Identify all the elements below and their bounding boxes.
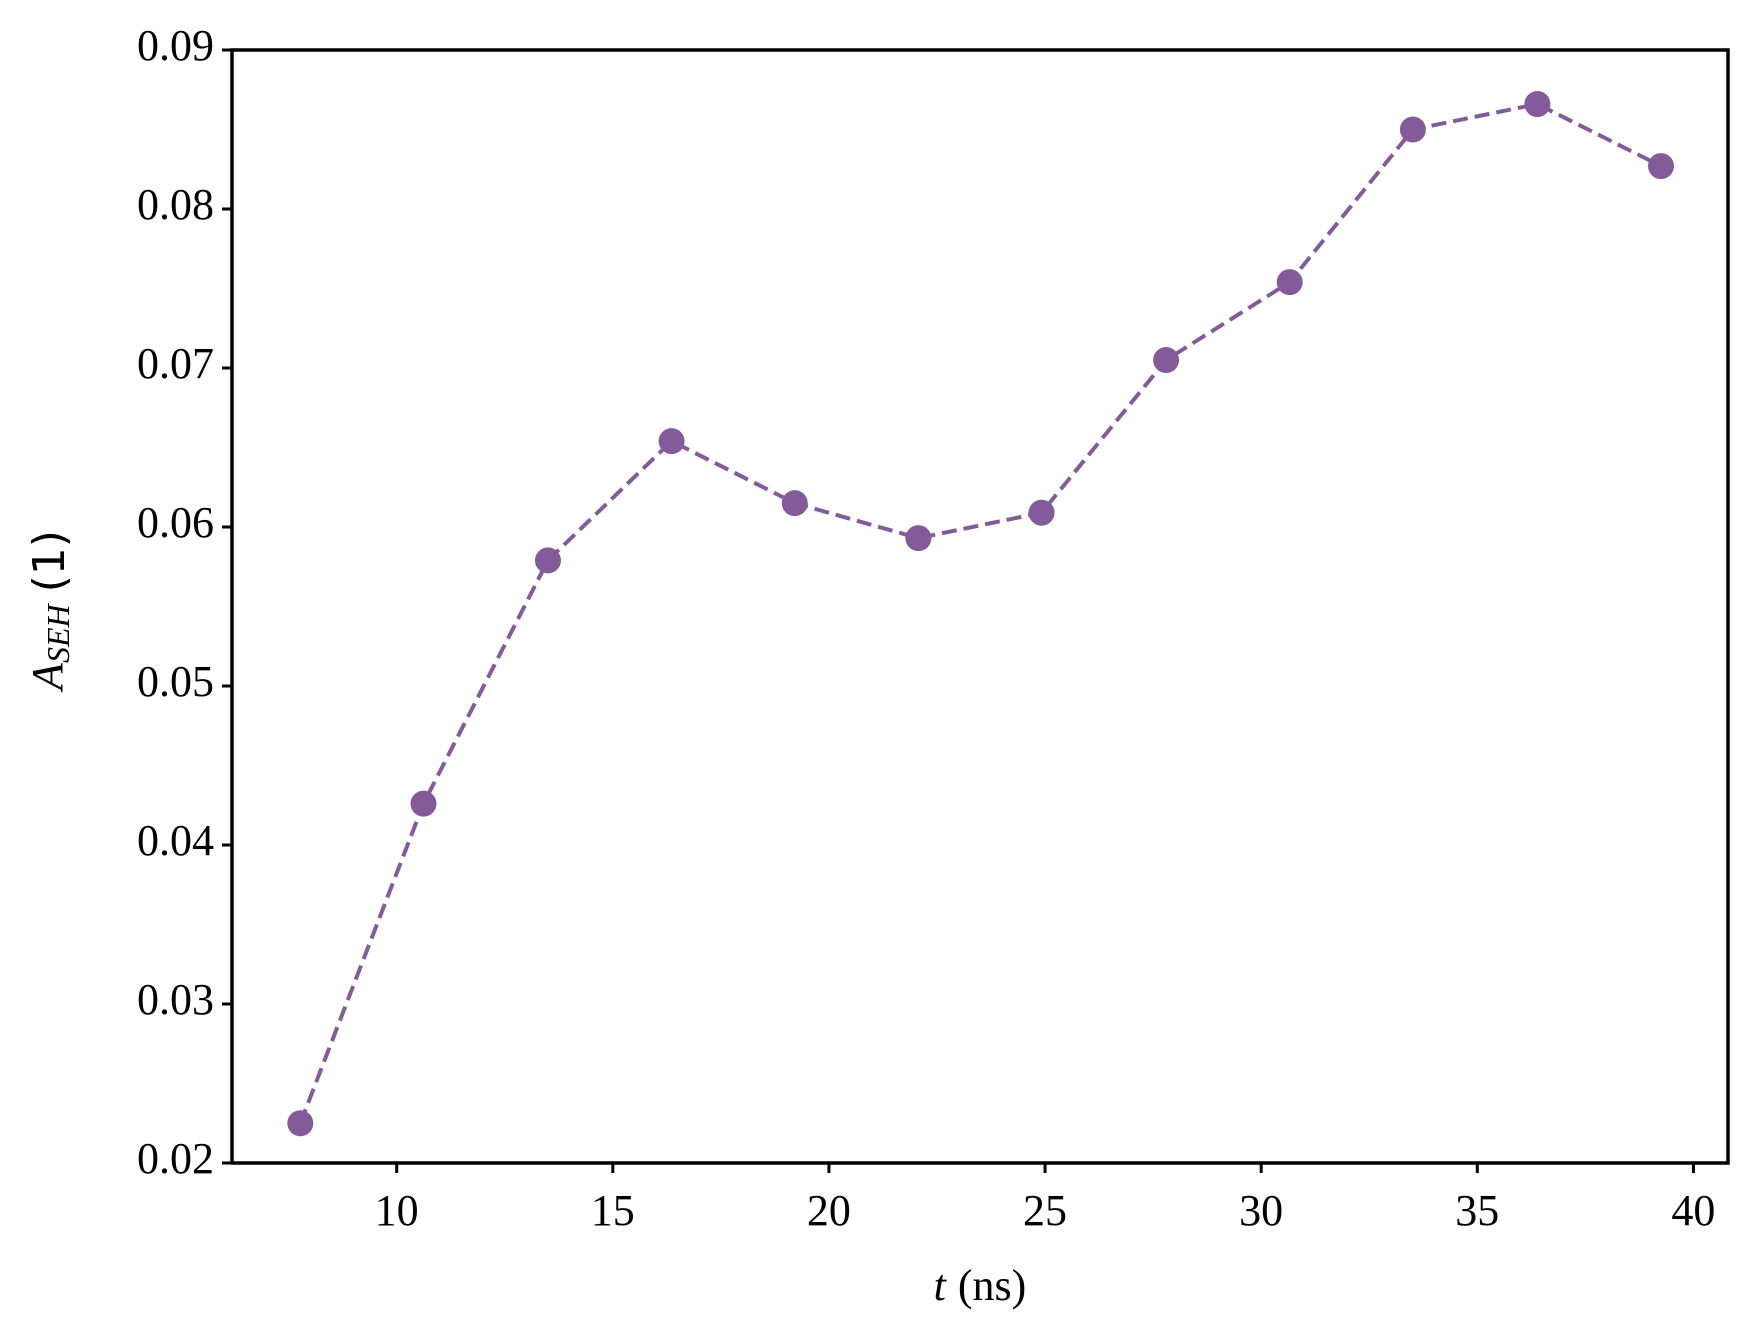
x-tick-label: 40 xyxy=(1671,1186,1715,1235)
y-tick-label: 0.08 xyxy=(137,180,214,229)
x-tick-label: 25 xyxy=(1023,1186,1067,1235)
data-point xyxy=(781,490,808,517)
y-tick-label: 0.04 xyxy=(137,816,214,865)
data-point xyxy=(1399,116,1426,143)
data-point xyxy=(410,790,437,817)
data-point xyxy=(905,525,932,552)
x-tick-label: 30 xyxy=(1239,1186,1283,1235)
data-point xyxy=(534,547,561,574)
x-label-symbol: t xyxy=(934,1261,948,1310)
x-tick-label: 20 xyxy=(807,1186,851,1235)
x-tick-label: 10 xyxy=(375,1186,419,1235)
y-label-symbol: A xyxy=(23,662,72,693)
data-point xyxy=(1276,269,1303,296)
y-label-unit: (1) xyxy=(24,530,75,592)
x-tick-label: 15 xyxy=(591,1186,635,1235)
data-point xyxy=(658,428,685,455)
x-axis-label: t (ns) xyxy=(934,1261,1027,1310)
y-tick-label: 0.05 xyxy=(137,657,214,706)
y-tick-label: 0.09 xyxy=(137,21,214,70)
data-point xyxy=(1153,347,1180,374)
y-tick-label: 0.03 xyxy=(137,975,214,1024)
x-tick-label: 35 xyxy=(1455,1186,1499,1235)
data-point xyxy=(1028,499,1055,526)
data-point xyxy=(1648,153,1675,180)
series-line xyxy=(298,101,1662,1124)
y-label-subscript: SEH xyxy=(40,603,76,664)
y-axis-label: ASEH (1) xyxy=(23,530,76,693)
x-label-unit: (ns) xyxy=(958,1261,1026,1310)
data-point xyxy=(287,1110,314,1137)
y-tick-label: 0.06 xyxy=(137,498,214,547)
y-tick-label: 0.07 xyxy=(137,339,214,388)
data-point xyxy=(1524,91,1551,118)
y-tick-label: 0.02 xyxy=(137,1134,214,1183)
plot-frame xyxy=(230,48,1730,1165)
